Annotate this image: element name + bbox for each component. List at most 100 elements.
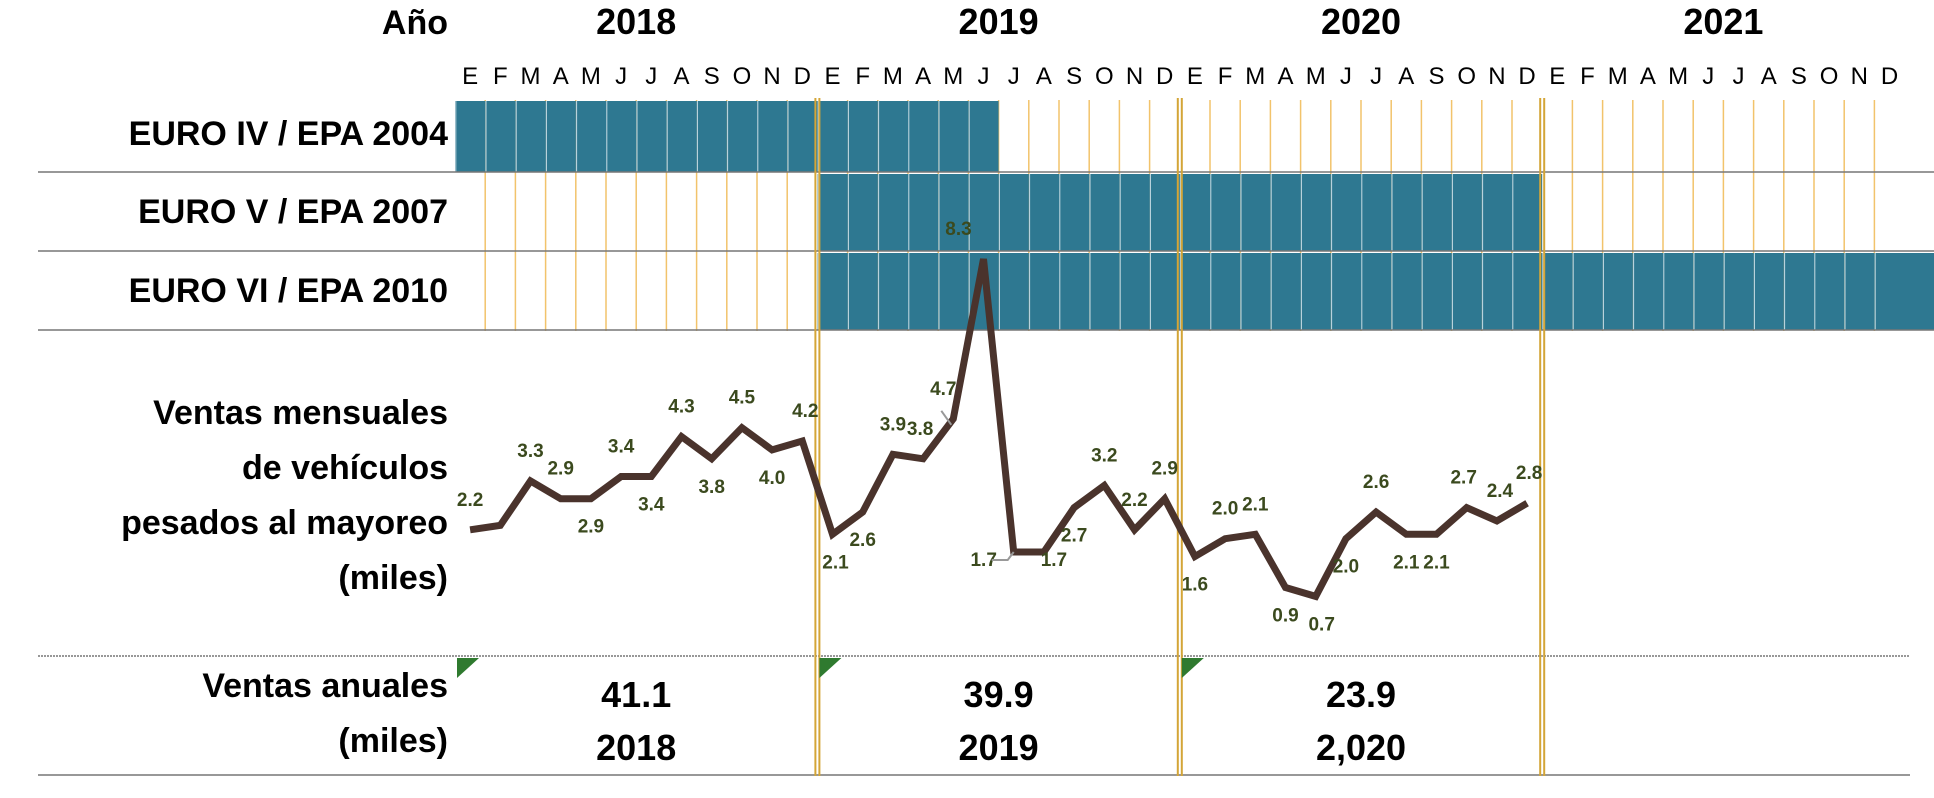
standard-bar-euro4 xyxy=(696,101,727,172)
standard-bar-euro5 xyxy=(1270,174,1301,251)
year-header-2020: 2020 xyxy=(1321,1,1401,42)
standard-bar-euro5 xyxy=(908,174,939,251)
data-label: 1.7 xyxy=(1041,550,1067,571)
standard-bar-euro6 xyxy=(1028,253,1059,330)
monthly-sales-label-line-2: de vehículos xyxy=(242,449,448,487)
standard-bar-euro6 xyxy=(1451,253,1482,330)
data-label: 2.0 xyxy=(1212,499,1238,520)
standard-bar-euro6 xyxy=(1300,253,1331,330)
data-label: 4.0 xyxy=(759,468,785,489)
standard-bar-euro6 xyxy=(1149,253,1180,330)
month-letter: A xyxy=(915,63,931,90)
standard-bar-euro5 xyxy=(968,174,999,251)
standard-bar-euro6 xyxy=(1391,253,1422,330)
data-label: 1.6 xyxy=(1182,574,1208,595)
annual-sales-value: 41.1 xyxy=(601,674,671,715)
year-corner-mark xyxy=(457,658,479,678)
annual-sales-value: 39.9 xyxy=(964,674,1034,715)
month-letter: M xyxy=(1608,63,1628,90)
standard-bar-euro6 xyxy=(1240,253,1271,330)
data-label: 3.4 xyxy=(608,437,635,458)
data-label: 8.3 xyxy=(945,219,971,240)
month-letter: F xyxy=(1218,63,1233,90)
data-label: 2.7 xyxy=(1061,526,1087,547)
annual-sales-year: 2018 xyxy=(596,727,676,768)
standard-bar-euro6 xyxy=(1602,253,1633,330)
standard-bar-euro5 xyxy=(817,174,848,251)
standard-bar-euro6 xyxy=(1572,253,1603,330)
standard-bar-euro4 xyxy=(485,101,516,172)
month-letter: A xyxy=(1398,63,1414,90)
standard-bar-euro5 xyxy=(1179,174,1210,251)
data-label: 4.2 xyxy=(792,401,818,422)
standard-bar-euro5 xyxy=(1089,174,1120,251)
standard-bar-euro5 xyxy=(1361,174,1392,251)
data-label: 3.4 xyxy=(638,495,665,516)
standard-bar-euro5 xyxy=(1481,174,1512,251)
standard-bar-euro4 xyxy=(847,101,878,172)
annual-sales-value: 23.9 xyxy=(1326,674,1396,715)
standard-bar-euro6 xyxy=(1119,253,1150,330)
standard-bar-euro6 xyxy=(1814,253,1845,330)
data-label: 2.9 xyxy=(1151,459,1177,480)
standard-bar-euro4 xyxy=(938,101,969,172)
month-letter: S xyxy=(1066,63,1082,90)
month-letter: A xyxy=(1277,63,1293,90)
month-letter: E xyxy=(824,63,840,90)
data-label: 3.3 xyxy=(517,441,543,462)
month-letter: M xyxy=(581,63,601,90)
annual-sales-label-line-2: (miles) xyxy=(338,722,448,760)
standard-bar-euro6 xyxy=(908,253,939,330)
standard-bar-euro5 xyxy=(1028,174,1059,251)
standard-bar-euro4 xyxy=(908,101,939,172)
standard-bar-euro5 xyxy=(1421,174,1452,251)
standard-bar-euro6 xyxy=(1693,253,1724,330)
standard-bar-euro5 xyxy=(1391,174,1422,251)
monthly-sales-label-line-4: (miles) xyxy=(338,559,448,597)
month-letter: A xyxy=(1036,63,1052,90)
data-label: 2.6 xyxy=(1363,472,1389,493)
row-label-euro5: EURO V / EPA 2007 xyxy=(138,193,448,231)
month-letter: F xyxy=(855,63,870,90)
month-letter: J xyxy=(1008,63,1020,90)
data-label: 3.8 xyxy=(907,419,933,440)
data-label: 4.7 xyxy=(930,379,956,400)
month-letter: J xyxy=(615,63,627,90)
data-label: 2.7 xyxy=(1450,468,1476,489)
month-letter: N xyxy=(1488,63,1505,90)
standard-bar-euro4 xyxy=(455,101,486,172)
standard-bar-euro5 xyxy=(938,174,969,251)
standard-bar-euro6 xyxy=(938,253,969,330)
standard-bar-euro6 xyxy=(998,253,1029,330)
standard-bar-euro6 xyxy=(1270,253,1301,330)
data-label: 2.6 xyxy=(849,530,875,551)
year-header-2021: 2021 xyxy=(1683,1,1763,42)
data-label: 2.4 xyxy=(1487,481,1514,502)
standard-bar-euro5 xyxy=(1300,174,1331,251)
month-letter: M xyxy=(521,63,541,90)
data-label: 2.8 xyxy=(1516,463,1542,484)
year-header-2019: 2019 xyxy=(959,1,1039,42)
standard-bar-euro4 xyxy=(606,101,637,172)
month-letter: M xyxy=(1668,63,1688,90)
data-label: 3.2 xyxy=(1091,445,1117,466)
month-letter: J xyxy=(1340,63,1352,90)
monthly-sales-line xyxy=(469,258,1529,601)
annual-sales-year: 2019 xyxy=(959,727,1039,768)
month-letter: M xyxy=(1306,63,1326,90)
standard-bar-euro4 xyxy=(787,101,818,172)
month-letter: S xyxy=(1428,63,1444,90)
data-label: 2.0 xyxy=(1333,557,1359,578)
standard-bar-euro4 xyxy=(817,101,848,172)
month-letter: O xyxy=(1820,63,1839,90)
month-letter: M xyxy=(883,63,903,90)
month-letter: O xyxy=(733,63,752,90)
standard-bar-euro4 xyxy=(636,101,667,172)
data-label: 2.1 xyxy=(1242,494,1269,515)
month-letter: E xyxy=(1549,63,1565,90)
standard-bar-euro6 xyxy=(1330,253,1361,330)
standard-bar-euro4 xyxy=(666,101,697,172)
standard-bar-euro5 xyxy=(1330,174,1361,251)
monthly-sales-label-line-1: Ventas mensuales xyxy=(153,394,448,432)
standard-bar-euro5 xyxy=(1210,174,1241,251)
